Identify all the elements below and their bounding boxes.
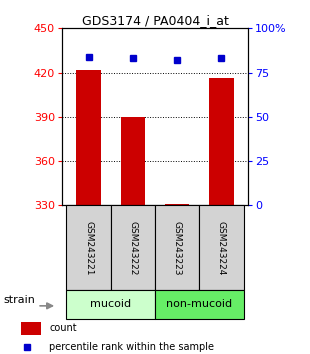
- Bar: [66, 290, 155, 319]
- Text: count: count: [50, 323, 77, 333]
- Bar: [76, 70, 101, 205]
- Text: non-mucoid: non-mucoid: [166, 299, 232, 309]
- Title: GDS3174 / PA0404_i_at: GDS3174 / PA0404_i_at: [82, 14, 228, 27]
- Bar: [66, 205, 111, 290]
- Bar: [155, 205, 199, 290]
- Bar: [111, 205, 155, 290]
- Text: mucoid: mucoid: [90, 299, 131, 309]
- Bar: [209, 79, 234, 205]
- Text: GSM243223: GSM243223: [173, 221, 182, 275]
- Text: percentile rank within the sample: percentile rank within the sample: [50, 342, 215, 352]
- Bar: [155, 290, 244, 319]
- Bar: [121, 117, 145, 205]
- Text: GSM243224: GSM243224: [217, 221, 226, 275]
- Bar: [21, 322, 41, 335]
- Text: strain: strain: [3, 295, 35, 305]
- Bar: [199, 205, 244, 290]
- Text: GSM243221: GSM243221: [84, 221, 93, 275]
- Bar: [165, 204, 189, 205]
- Text: GSM243222: GSM243222: [128, 221, 137, 275]
